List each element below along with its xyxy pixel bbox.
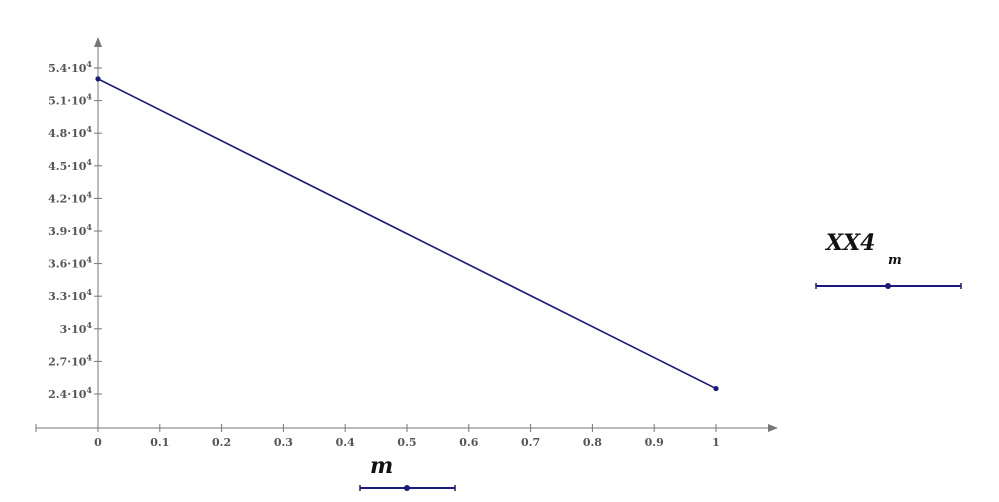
x-tick-label: 0.6 xyxy=(459,436,478,449)
x-tick-label: 0.4 xyxy=(336,436,355,449)
y-axis-trace-handle[interactable] xyxy=(815,283,962,289)
x-tick-label: 0.3 xyxy=(274,436,293,449)
y-tick-label: 3·104 xyxy=(60,320,93,336)
x-axis-title: m xyxy=(370,453,393,479)
x-tick-label: 0.2 xyxy=(212,436,231,449)
data-point xyxy=(95,76,101,82)
y-tick-label: 5.4·104 xyxy=(48,59,92,75)
y-tick-label: 3.9·104 xyxy=(48,222,92,238)
y-tick-label: 4.5·104 xyxy=(48,157,92,173)
y-tick-label: 4.8·104 xyxy=(48,124,92,140)
x-tick-label: 0.9 xyxy=(645,436,664,449)
y-axis-title-main: XX4 xyxy=(824,230,875,256)
axes xyxy=(35,37,778,432)
series-line xyxy=(97,78,717,390)
y-tick-label: 3.6·104 xyxy=(48,255,92,271)
y-axis-title-subscript: m xyxy=(888,253,902,268)
y-axis-arrow xyxy=(94,37,102,47)
y-tick-label: 5.1·104 xyxy=(48,92,92,108)
x-tick-label: 0.1 xyxy=(150,436,169,449)
y-axis-title: XX4 xyxy=(824,230,875,256)
x-tick-label: 1 xyxy=(712,436,720,449)
series-group xyxy=(95,76,719,392)
y-tick-label: 2.4·104 xyxy=(48,385,92,401)
x-axis-ticks: 0 0.1 0.2 0.3 0.4 0.5 0.6 0.7 0.8 0.9 1 xyxy=(94,424,720,449)
x-tick-label: 0 xyxy=(94,436,102,449)
x-tick-label: 0.7 xyxy=(521,436,540,449)
x-axis-trace-handle[interactable] xyxy=(359,485,456,491)
y-tick-label: 2.7·104 xyxy=(48,352,92,368)
y-axis-ticks: 2.4·104 2.7·104 3·104 3.3·104 3.6·104 3.9·104… xyxy=(48,59,102,401)
x-tick-label: 0.5 xyxy=(397,436,416,449)
y-tick-label: 3.3·104 xyxy=(48,287,92,303)
y-tick-label: 4.2·104 xyxy=(48,189,92,205)
x-tick-label: 0.8 xyxy=(583,436,602,449)
x-axis-arrow xyxy=(768,424,778,432)
data-point xyxy=(713,385,719,392)
